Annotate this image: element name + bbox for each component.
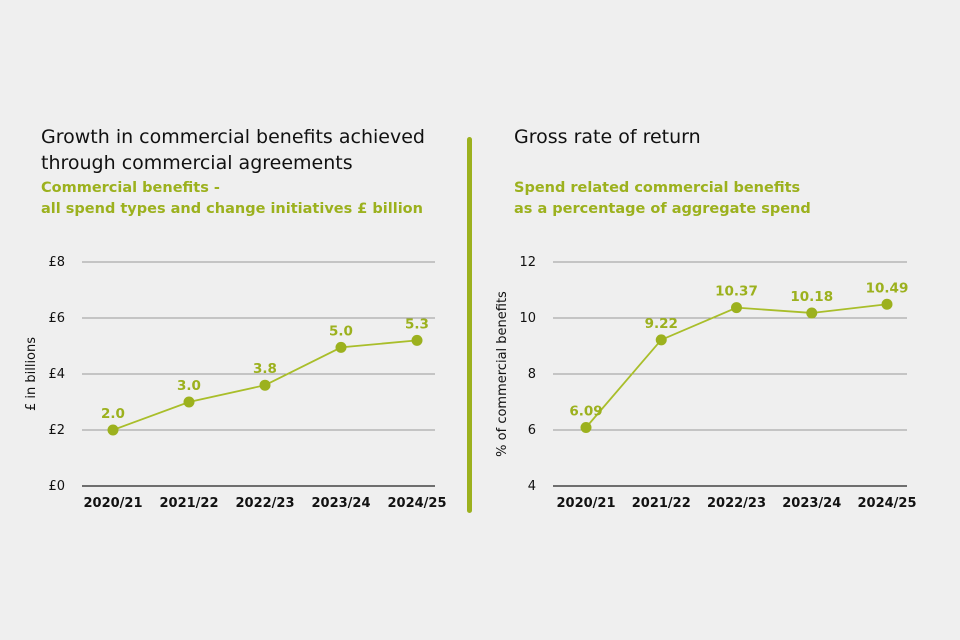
right-data-point xyxy=(806,307,818,319)
right-data-label: 9.22 xyxy=(645,316,678,332)
left-data-point xyxy=(107,424,119,436)
left-data-point xyxy=(335,341,347,353)
left-subtitle-line-1: Commercial benefits - xyxy=(41,180,220,196)
left-data-label: 3.8 xyxy=(253,361,277,377)
left-x-tick-label: 2020/21 xyxy=(83,496,142,511)
left-y-tick-label: £6 xyxy=(48,311,65,326)
left-chart-subtitle: Commercial benefits - all spend types an… xyxy=(41,178,423,220)
left-data-label: 5.0 xyxy=(329,323,353,339)
left-line-chart: £0 £2 £4 £6 £8 £ in billions 2020/21 2021/22 202… xyxy=(24,255,447,511)
left-x-tick-label: 2022/23 xyxy=(235,496,294,511)
left-chart-title: Growth in commercial benefits achieved t… xyxy=(41,124,425,176)
right-data-label: 10.49 xyxy=(866,280,909,296)
right-series-line xyxy=(585,303,888,429)
right-x-tick-label: 2021/22 xyxy=(632,496,691,511)
left-data-point xyxy=(411,334,423,346)
left-x-tick-label: 2021/22 xyxy=(159,496,218,511)
left-y-axis-label: £ in billions xyxy=(24,337,39,411)
left-x-tick-label: 2024/25 xyxy=(387,496,446,511)
left-y-tick-label: £4 xyxy=(48,367,65,382)
right-y-tick-label: 12 xyxy=(519,255,536,270)
right-data-label: 10.18 xyxy=(790,289,833,305)
left-data-label: 2.0 xyxy=(101,406,125,422)
right-data-point xyxy=(655,334,667,346)
right-line-chart: 4 6 8 10 12 % of commercial benefits 2020/21 20… xyxy=(495,255,917,511)
left-data-label: 3.0 xyxy=(177,378,201,394)
left-subtitle-line-2: all spend types and change initiatives £… xyxy=(41,201,423,217)
right-y-tick-label: 4 xyxy=(528,479,536,494)
left-data-point xyxy=(183,396,195,408)
right-x-tick-label: 2022/23 xyxy=(707,496,766,511)
left-y-tick-label: £0 xyxy=(48,479,65,494)
left-x-tick-label: 2023/24 xyxy=(311,496,370,511)
left-y-tick-label: £8 xyxy=(48,255,65,270)
right-subtitle-line-2: as a percentage of aggregate spend xyxy=(514,201,811,217)
right-data-label: 6.09 xyxy=(569,403,602,419)
right-title-line-1: Gross rate of return xyxy=(514,126,701,148)
right-chart-title: Gross rate of return xyxy=(514,124,701,150)
right-x-tick-label: 2020/21 xyxy=(556,496,615,511)
right-x-tick-label: 2024/25 xyxy=(857,496,916,511)
left-data-point xyxy=(259,379,271,391)
left-data-label: 5.3 xyxy=(405,316,429,332)
right-data-label: 10.37 xyxy=(715,284,758,300)
right-y-tick-label: 10 xyxy=(519,311,536,326)
right-y-axis-label: % of commercial benefits xyxy=(495,291,510,457)
left-title-line-1: Growth in commercial benefits achieved xyxy=(41,126,425,148)
right-data-point xyxy=(881,298,893,310)
left-title-line-2: through commercial agreements xyxy=(41,152,353,174)
panel-divider xyxy=(467,137,472,513)
right-data-point xyxy=(580,421,592,433)
right-x-tick-label: 2023/24 xyxy=(782,496,841,511)
right-data-point xyxy=(731,302,742,314)
right-y-tick-label: 6 xyxy=(528,423,536,438)
right-subtitle-line-1: Spend related commercial benefits xyxy=(514,180,801,196)
right-y-tick-label: 8 xyxy=(528,367,536,382)
right-chart-subtitle: Spend related commercial benefits as a p… xyxy=(514,178,811,220)
left-y-tick-label: £2 xyxy=(48,423,65,438)
